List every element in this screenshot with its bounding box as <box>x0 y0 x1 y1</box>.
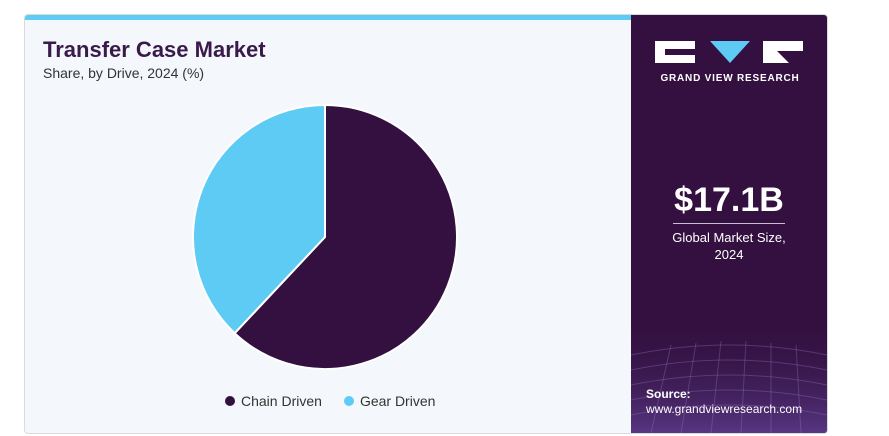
legend-swatch-chain-driven <box>225 396 235 406</box>
pie-slice-gear-driven <box>192 103 326 335</box>
chart-subtitle: Share, by Drive, 2024 (%) <box>43 65 205 81</box>
logo-icon <box>655 41 803 63</box>
pie-chart <box>192 103 458 370</box>
divider <box>673 223 785 224</box>
market-size-description: Global Market Size, 2024 <box>631 229 827 263</box>
chart-title: Transfer Case Market <box>43 37 266 62</box>
market-size-value: $17.1B <box>674 181 784 219</box>
brand-logo: GRAND VIEW RESEARCH <box>655 37 805 97</box>
brand-name: GRAND VIEW RESEARCH <box>660 73 800 84</box>
legend-item-gear-driven: Gear Driven <box>343 393 436 409</box>
market-size-desc-line2: 2024 <box>714 247 744 262</box>
legend-label-chain-driven: Chain Driven <box>241 393 322 409</box>
decorative-grid-wave <box>631 315 827 433</box>
legend: Chain Driven Gear Driven <box>225 393 435 409</box>
legend-label-gear-driven: Gear Driven <box>359 393 436 409</box>
legend-swatch-gear-driven <box>343 396 354 406</box>
market-size-desc-line1: Global Market Size, <box>672 230 786 245</box>
source-label: Source: <box>646 387 691 401</box>
accent-bar <box>25 15 631 20</box>
source-url: www.grandviewresearch.com <box>646 402 803 416</box>
chart-panel: Transfer Case Market Share, by Drive, 20… <box>25 15 631 433</box>
pie-slice-chain-driven <box>233 103 458 370</box>
legend-item-chain-driven: Chain Driven <box>225 393 322 409</box>
chart-card: Transfer Case Market Share, by Drive, 20… <box>24 14 828 434</box>
info-sidebar: GRAND VIEW RESEARCH $17.1B Global Market… <box>631 15 827 433</box>
